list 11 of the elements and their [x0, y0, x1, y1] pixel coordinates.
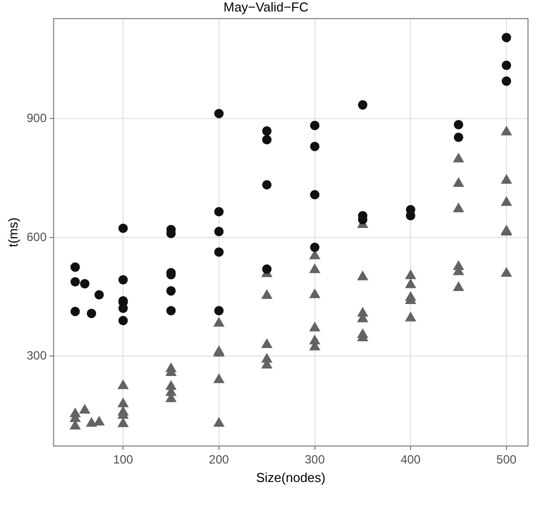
x-tick-label: 200 [208, 452, 230, 467]
y-tick-label: 300 [26, 348, 47, 362]
x-tick-label: 100 [113, 452, 134, 467]
y-axis-title: t(ms) [5, 217, 20, 248]
x-tick-label: 400 [400, 452, 421, 467]
y-tick-label: 600 [26, 230, 47, 244]
x-tick-label: 500 [496, 452, 517, 467]
x-axis-title: Size(nodes) [256, 470, 326, 485]
chart-title: May−Valid−FC [223, 0, 309, 14]
y-tick-label: 900 [26, 111, 47, 126]
x-tick-label: 300 [304, 452, 326, 467]
